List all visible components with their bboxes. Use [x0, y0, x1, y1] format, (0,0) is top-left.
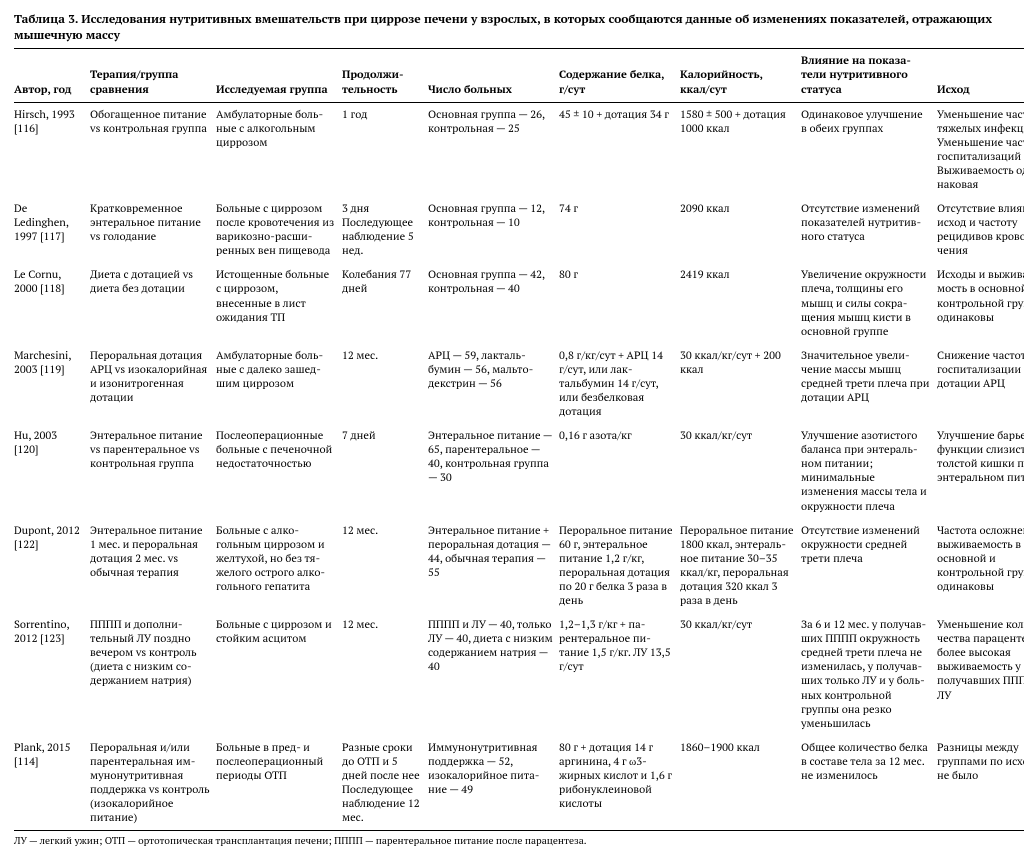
cell: 0,8 г/кг/сут + АРЦ 14 г/сут, или лак­тал… [559, 344, 680, 424]
table-row: Sorrentino, 2012 [123]ПППП и дополни­тел… [14, 613, 1024, 736]
cell: Пероральное пита­ние 60 г, энтераль­ное … [559, 519, 680, 613]
cell: Колебания 77 дней [342, 263, 428, 343]
cell: Общее количество белка в составе тела за… [801, 736, 937, 831]
cell: Исходы и выживае­мость в основной и конт… [937, 263, 1024, 343]
cell: Снижение частоты госпитализации при дота… [937, 344, 1024, 424]
cell: Отсутствие влияния на исход и частоту ре… [937, 197, 1024, 263]
cell: Основная группа — 12, контрольная — 10 [428, 197, 559, 263]
cell: ПППП и дополни­тельный ЛУ поздно вечером… [90, 613, 216, 736]
cell: 45 ± 10 + дотация 34 г [559, 102, 680, 197]
cell: 80 г [559, 263, 680, 343]
cell: Увеличение окружности плеча, толщины его… [801, 263, 937, 343]
cell: 12 мес. [342, 519, 428, 613]
cell: 80 г + дотация 14 г аргинина, 4 г ω3-жир… [559, 736, 680, 831]
cell: Улучшение азотистого баланса при энтерал… [801, 424, 937, 518]
cell: 0,16 г азота/кг [559, 424, 680, 518]
cell: Уменьшение коли­чества парацентe­зов и б… [937, 613, 1024, 736]
cell: 7 дней [342, 424, 428, 518]
cell: Частота осложне­ний и выживае­мость в ос… [937, 519, 1024, 613]
cell: Больные с алко­гольным циррозом и желтух… [216, 519, 342, 613]
cell: 2419 ккал [680, 263, 801, 343]
col-duration: Продолжи­тельность [342, 49, 428, 102]
studies-table: Автор, год Терапия/группа сравнения Иссл… [14, 48, 1024, 831]
cell: Больные с циррозом после кровотечения из… [216, 197, 342, 263]
cell: Пероральная и/или парентеральная им­муно… [90, 736, 216, 831]
cell: 1,2–1,3 г/кг + па­рентеральное пи­тание … [559, 613, 680, 736]
header-row: Автор, год Терапия/группа сравнения Иссл… [14, 49, 1024, 102]
cell: Больные в пред- и послеоперационный пери… [216, 736, 342, 831]
cell: 12 мес. [342, 344, 428, 424]
col-effect: Влияние на показа­тели нутритивного стат… [801, 49, 937, 102]
cell: 74 г [559, 197, 680, 263]
col-calories: Калорийность, ккал/сут [680, 49, 801, 102]
cell: 2090 ккал [680, 197, 801, 263]
cell: 3 дня Последующее наблюдение 5 нед. [342, 197, 428, 263]
cell: Энтеральное питание vs парентеральное vs… [90, 424, 216, 518]
cell: 30 ккал/кг/сут + 200 ккал [680, 344, 801, 424]
col-author: Автор, год [14, 49, 90, 102]
cell: Уменьшение частоты тяжелых инфекций Умен… [937, 102, 1024, 197]
cell: Пероральное питание 1800 ккал, энтераль­… [680, 519, 801, 613]
cell: Plank, 2015 [114] [14, 736, 90, 831]
cell: De Ledinghen, 1997 [117] [14, 197, 90, 263]
cell: Энтеральное питание 1 мес. и пероральная… [90, 519, 216, 613]
table-row: Plank, 2015 [114]Пероральная и/или парен… [14, 736, 1024, 831]
cell: Основная группа — 42, контрольная — 40 [428, 263, 559, 343]
cell: Sorrentino, 2012 [123] [14, 613, 90, 736]
cell: Основная группа — 26, контрольная — 25 [428, 102, 559, 197]
table-row: Hu, 2003 [120]Энтеральное питание vs пар… [14, 424, 1024, 518]
cell: Hirsch, 1993 [116] [14, 102, 90, 197]
cell: Отсутствие изменений окружности средней … [801, 519, 937, 613]
table-row: Dupont, 2012 [122]Энтеральное питание 1 … [14, 519, 1024, 613]
cell: АРЦ — 59, лакталь­бумин — 56, мальто­дек… [428, 344, 559, 424]
cell: Marchesini, 2003 [119] [14, 344, 90, 424]
cell: За 6 и 12 мес. у получав­ших ПППП окружн… [801, 613, 937, 736]
cell: 1 год [342, 102, 428, 197]
cell: Значительное увели­чение массы мышц сред… [801, 344, 937, 424]
table-row: Le Cornu, 2000 [118]Диета с дотацией vs … [14, 263, 1024, 343]
cell: Отсутствие изменений показателей нутрити… [801, 197, 937, 263]
cell: Истощенные боль­ные с циррозом, внесенны… [216, 263, 342, 343]
col-protein: Содержание бел­ка, г/сут [559, 49, 680, 102]
cell: Пероральная дотация АРЦ vs изокалорийная… [90, 344, 216, 424]
table-row: Hirsch, 1993 [116]Обогащенное питание vs… [14, 102, 1024, 197]
cell: 12 мес. [342, 613, 428, 736]
cell: Dupont, 2012 [122] [14, 519, 90, 613]
cell: Одинаковое улучшение в обеих группах [801, 102, 937, 197]
cell: ПППП и ЛУ — 40, только ЛУ — 40, дие­та с… [428, 613, 559, 736]
col-outcome: Исход [937, 49, 1024, 102]
cell: Разные сроки до ОТП и 5 дней после нее П… [342, 736, 428, 831]
cell: Послеоперационные больные с печеноч­ной … [216, 424, 342, 518]
cell: Диета с дотацией vs диета без дотации [90, 263, 216, 343]
cell: 1580 ± 500 + дотация 1000 ккал [680, 102, 801, 197]
table-row: Marchesini, 2003 [119]Пероральная дотаци… [14, 344, 1024, 424]
cell: 1860–1900 ккал [680, 736, 801, 831]
table-row: De Ledinghen, 1997 [117]Кратковременное … [14, 197, 1024, 263]
cell: Разницы между группами по исхо­дам не бы… [937, 736, 1024, 831]
cell: Улучшение барьер­ной функции слизи­стой … [937, 424, 1024, 518]
cell: Обогащенное питание vs контрольная групп… [90, 102, 216, 197]
col-therapy: Терапия/группа сравнения [90, 49, 216, 102]
cell: Амбулаторные боль­ные с алкогольным цирр… [216, 102, 342, 197]
cell: Энтеральное пита­ние + пероральная дотац… [428, 519, 559, 613]
cell: Больные с циррозом и стойким асцитом [216, 613, 342, 736]
cell: Le Cornu, 2000 [118] [14, 263, 90, 343]
cell: 30 ккал/кг/сут [680, 424, 801, 518]
cell: Иммунонутритивная поддержка — 52, изокал… [428, 736, 559, 831]
cell: 30 ккал/кг/сут [680, 613, 801, 736]
cell: Энтеральное пита­ние — 65, парен­теральн… [428, 424, 559, 518]
cell: Амбулаторные боль­ные с далеко зашед­шим… [216, 344, 342, 424]
table-title: Таблица 3. Исследования нутритивных вмеш… [14, 12, 1010, 48]
table-footnote: ЛУ — легкий ужин; ОТП — ортотопическая т… [14, 831, 1010, 848]
col-group: Исследуемая группа [216, 49, 342, 102]
col-patients: Число больных [428, 49, 559, 102]
cell: Кратковременное энтеральное питание vs г… [90, 197, 216, 263]
cell: Hu, 2003 [120] [14, 424, 90, 518]
